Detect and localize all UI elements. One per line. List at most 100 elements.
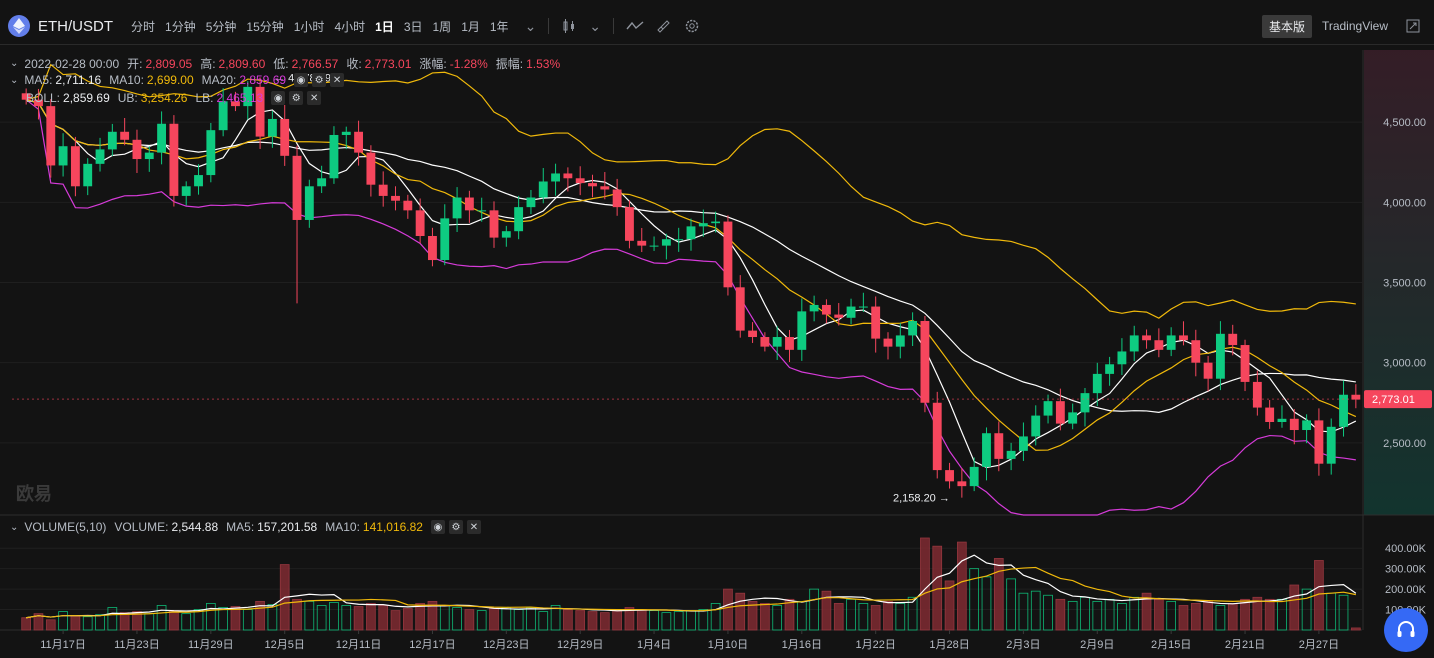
volume-bar xyxy=(723,588,733,631)
tf-1d[interactable]: 1日 xyxy=(375,19,394,34)
chevron-down-icon[interactable]: ⌄ xyxy=(10,58,19,69)
candle-body xyxy=(501,231,511,238)
chevron-down-icon[interactable]: ⌄ xyxy=(589,17,602,34)
candle-body xyxy=(440,218,450,261)
candle-body xyxy=(144,152,154,160)
candle-body xyxy=(1191,340,1201,363)
tf-15m[interactable]: 15分钟 xyxy=(246,19,284,34)
toolbar: ETH/USDT 分时 1分钟 5分钟 15分钟 1小时 4小时 1日 3日 1… xyxy=(0,8,1434,45)
volume-bar xyxy=(58,611,68,631)
candle-body xyxy=(132,139,142,160)
volume-bar xyxy=(526,607,536,631)
gear-icon[interactable]: ⚙ xyxy=(448,520,463,534)
volume-bar xyxy=(710,603,721,631)
x-tick-label: 12月29日 xyxy=(557,639,603,651)
boll-legend: BOLL: 2,859.69 UB: 3,254.26 LB: 2,465.13… xyxy=(26,91,325,105)
tf-timeshare[interactable]: 分时 xyxy=(131,19,156,34)
volume-bar xyxy=(1117,603,1127,631)
candle-body xyxy=(982,433,991,467)
tf-1m[interactable]: 1分钟 xyxy=(165,19,196,34)
tf-1y[interactable]: 1年 xyxy=(489,19,509,34)
boll-ub-label: UB: xyxy=(117,91,138,105)
ohlc-date: 2022-02-28 00:00 xyxy=(24,56,120,71)
vol-ma10-value: 141,016.82 xyxy=(362,520,423,534)
candle-body xyxy=(1314,420,1324,464)
chevron-down-icon[interactable]: ⌄ xyxy=(524,17,537,34)
eye-icon[interactable]: ◉ xyxy=(294,73,309,87)
tf-1h[interactable]: 1小时 xyxy=(293,19,325,34)
x-tick-label: 12月11日 xyxy=(336,639,382,651)
fullscreen-icon[interactable] xyxy=(1406,19,1420,33)
volume-bar xyxy=(366,603,376,631)
candle-body xyxy=(1302,420,1312,431)
tf-3d[interactable]: 3日 xyxy=(403,19,423,34)
ma10-value: 2,699.00 xyxy=(146,73,194,87)
tradingview-button[interactable]: TradingView xyxy=(1321,19,1388,33)
candle-body xyxy=(329,134,339,179)
candle-body xyxy=(723,221,733,288)
volume-bar xyxy=(957,541,967,631)
volume-bar xyxy=(378,605,389,631)
candle-body xyxy=(70,146,80,187)
candle-body xyxy=(821,304,831,315)
volume-bar xyxy=(1141,592,1152,631)
eye-icon[interactable]: ◉ xyxy=(271,91,286,105)
support-button[interactable] xyxy=(1384,608,1428,652)
candle-body xyxy=(661,239,671,246)
price-tick-label: 3,000.00 xyxy=(1383,358,1426,370)
boll-lb-value: 2,465.13 xyxy=(216,91,264,105)
candle-body xyxy=(748,330,757,338)
candle-body xyxy=(858,306,868,308)
draw-tool-icon[interactable] xyxy=(656,18,672,34)
volume-bar xyxy=(686,610,696,631)
candle-body xyxy=(157,123,167,153)
candle-body xyxy=(994,433,1004,459)
candle-body xyxy=(341,131,351,135)
volume-bar xyxy=(1289,584,1300,631)
volume-bar xyxy=(673,611,684,631)
close-icon[interactable]: ✕ xyxy=(330,73,345,87)
pair-title[interactable]: ETH/USDT xyxy=(38,17,113,35)
boll-ub-value: 3,254.26 xyxy=(140,91,188,105)
tf-5m[interactable]: 5分钟 xyxy=(205,19,237,34)
vol-ma5-value: 157,201.58 xyxy=(257,520,318,534)
volume-bar xyxy=(21,617,31,631)
boll-lower-line xyxy=(25,99,1356,516)
candle-body xyxy=(1117,351,1127,365)
volume-bar xyxy=(82,616,93,631)
chevron-down-icon[interactable]: ⌄ xyxy=(10,521,19,533)
volume-bar xyxy=(1264,598,1275,631)
tf-4h[interactable]: 4小时 xyxy=(334,19,366,34)
close-icon[interactable]: ✕ xyxy=(466,520,481,534)
indicator-icon[interactable] xyxy=(626,19,644,33)
volume-bar xyxy=(353,606,364,631)
close-icon[interactable]: ✕ xyxy=(307,91,322,105)
candle-body xyxy=(206,130,216,176)
ma5-value: 2,711.16 xyxy=(55,73,102,87)
low-value: 2,766.57 xyxy=(291,56,339,71)
volume-bar xyxy=(255,600,265,631)
candle-body xyxy=(489,210,499,238)
x-tick-label: 2月3日 xyxy=(1006,639,1040,651)
candle-type-icon[interactable] xyxy=(561,18,577,34)
volume-bar xyxy=(489,608,499,631)
candle-body xyxy=(871,306,881,339)
eye-icon[interactable]: ◉ xyxy=(430,520,445,534)
x-tick-label: 2月27日 xyxy=(1299,639,1339,651)
tf-1mo[interactable]: 1月 xyxy=(461,19,480,34)
x-tick-label: 1月16日 xyxy=(782,639,822,651)
chevron-down-icon[interactable]: ⌄ xyxy=(10,74,19,86)
tf-1w[interactable]: 1周 xyxy=(432,19,452,34)
candle-body xyxy=(354,131,364,153)
basic-view-button[interactable]: 基本版 xyxy=(1261,14,1312,38)
gear-icon[interactable]: ⚙ xyxy=(289,91,304,105)
volume-bar xyxy=(698,609,709,631)
gear-icon[interactable] xyxy=(684,18,700,34)
volume-bar xyxy=(329,602,339,631)
candle-body xyxy=(34,99,43,107)
gear-icon[interactable]: ⚙ xyxy=(312,73,327,87)
volume-bar xyxy=(415,603,425,631)
candle-body xyxy=(1265,407,1275,422)
ohlc-legend: ⌄ 2022-02-28 00:00 开: 2,809.05 高: 2,809.… xyxy=(10,55,568,72)
